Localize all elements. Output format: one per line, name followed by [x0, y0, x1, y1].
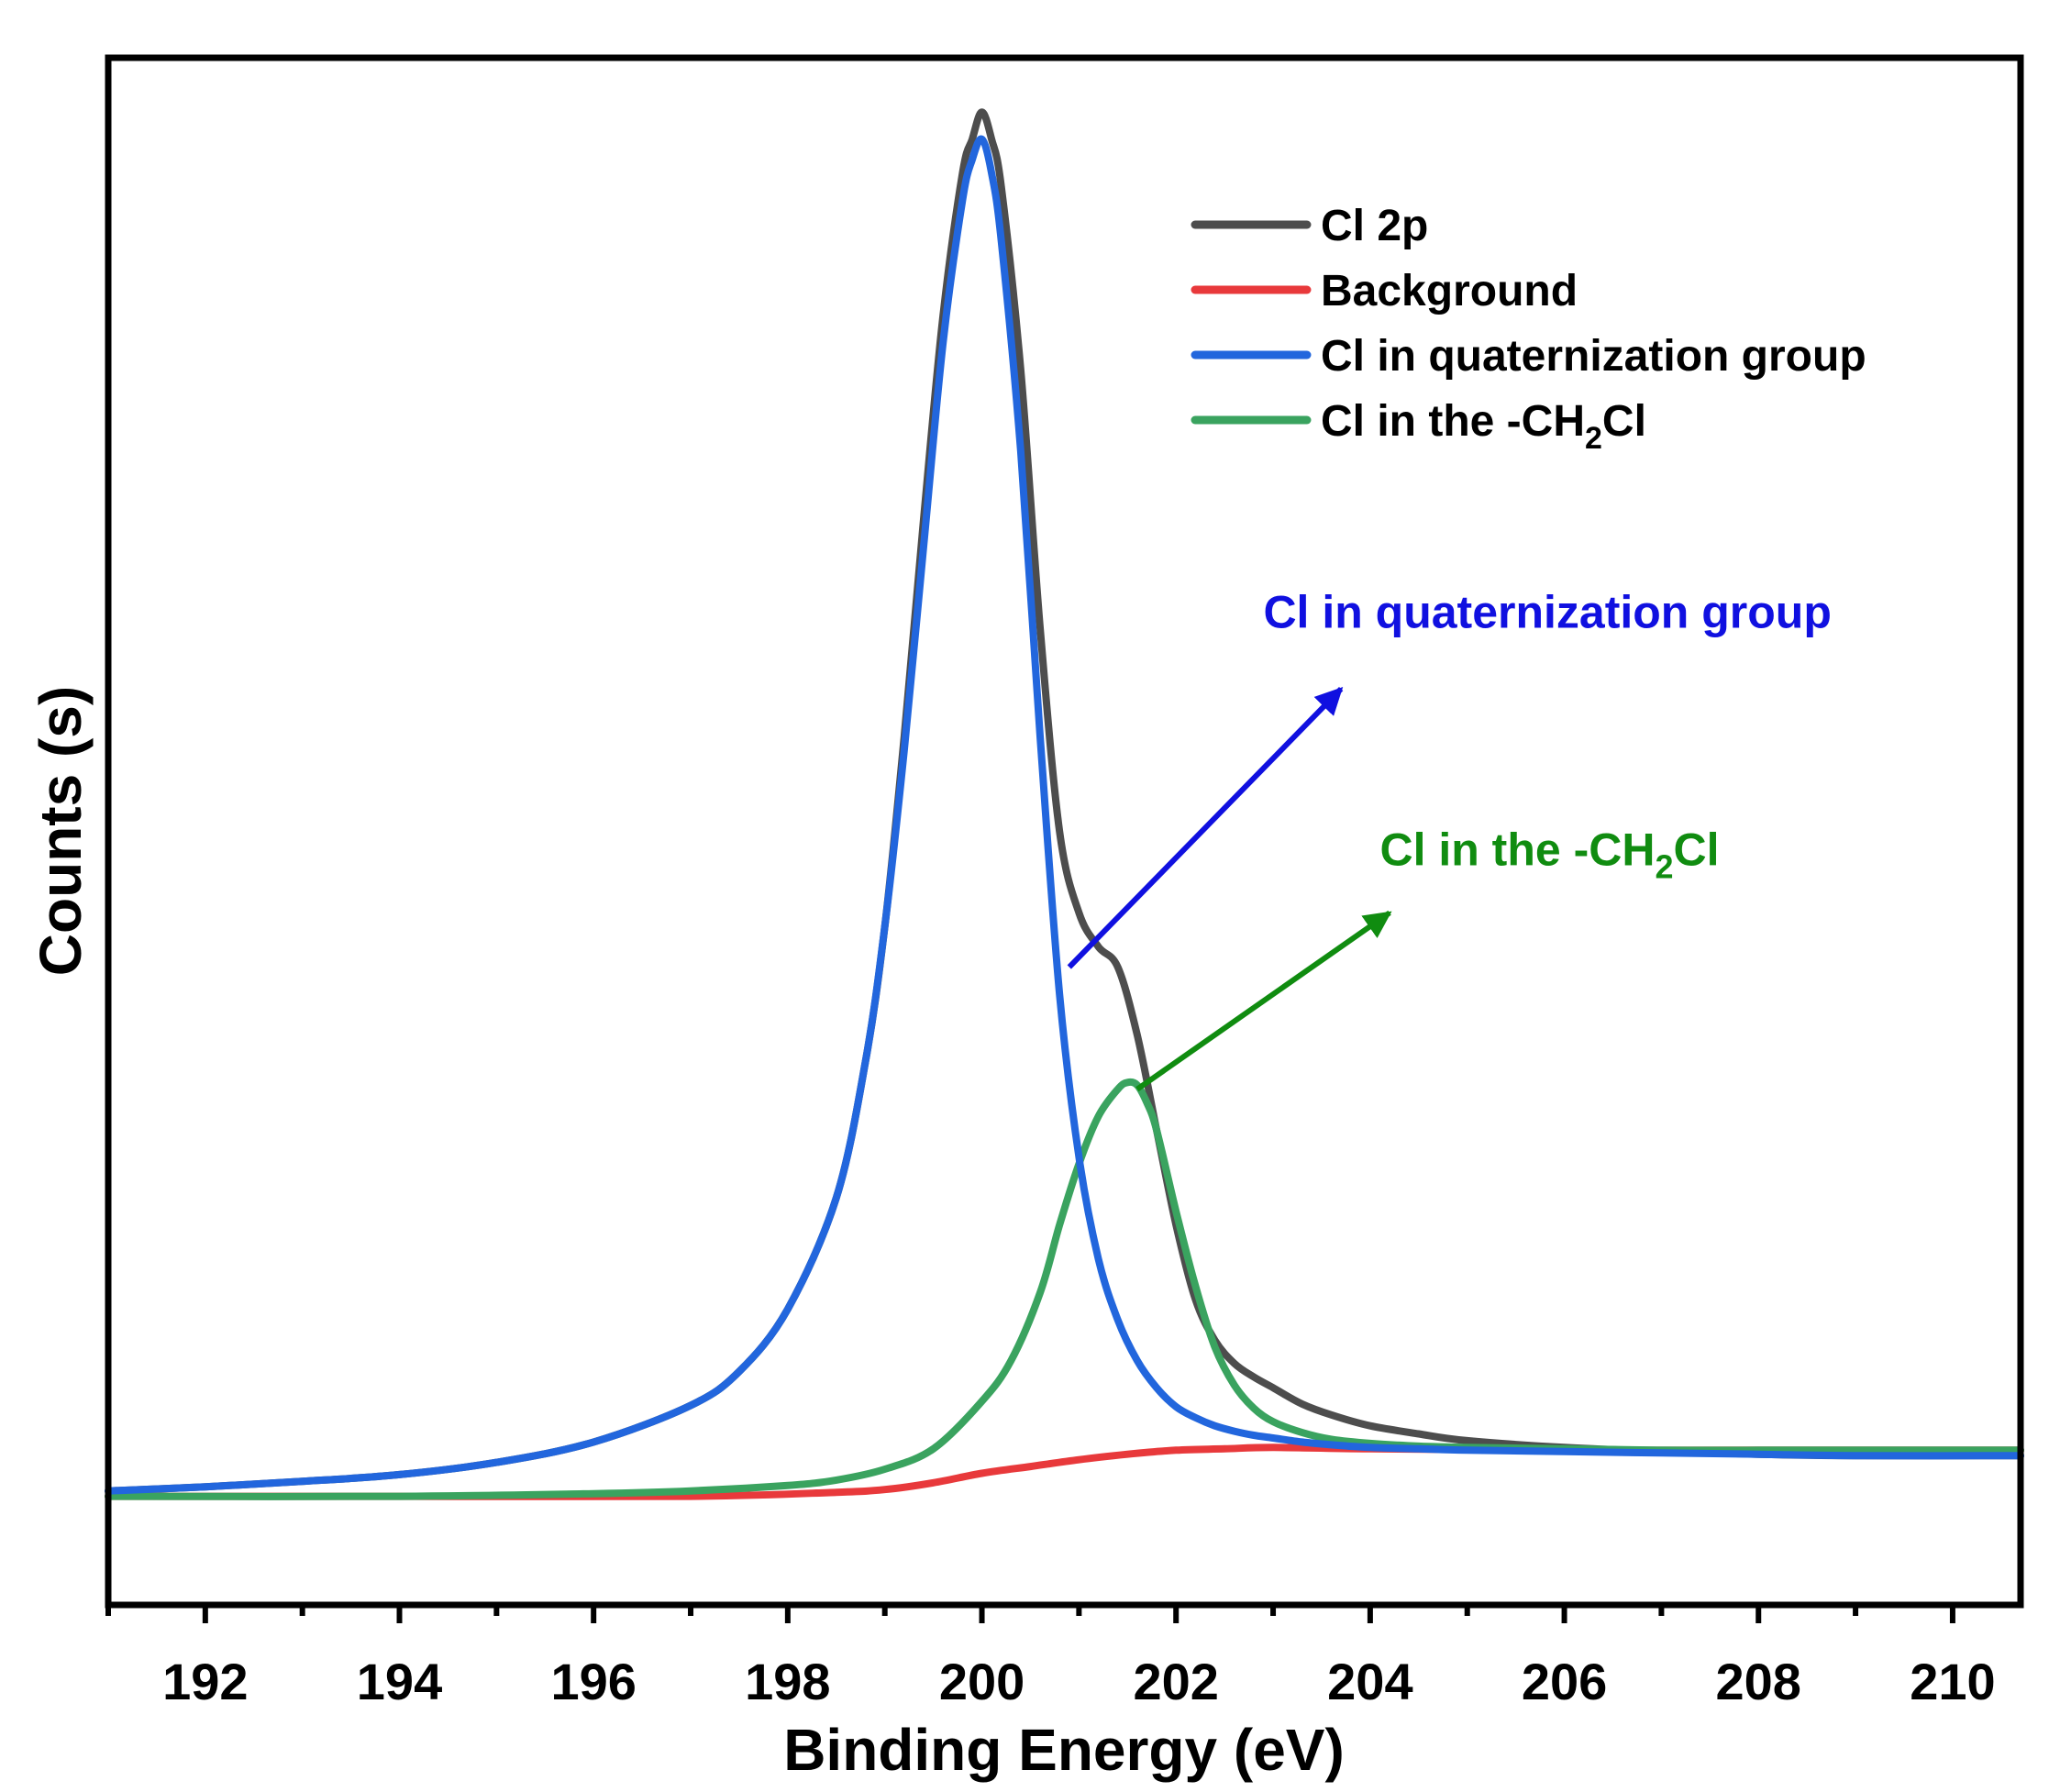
legend-label-cl2p: Cl 2p	[1321, 202, 1428, 250]
x-tick-label-204: 204	[1327, 1653, 1412, 1710]
annotation-arrow-annot_ch2cl	[1135, 910, 1392, 1092]
x-tick-label-208: 208	[1716, 1653, 1801, 1710]
series-line-cl2p	[105, 108, 2024, 1495]
annotation-text-annot_quat: Cl in quaternization group	[1263, 587, 1831, 638]
legend-label-quaternization: Cl in quaternization group	[1321, 332, 1866, 381]
legend: Cl 2p Background Cl in quaternization grou…	[1191, 202, 1866, 456]
x-tick-label-200: 200	[939, 1653, 1024, 1710]
annotation-text-annot_ch2cl: Cl in the -CH2Cl	[1379, 824, 1719, 885]
plot-frame	[105, 54, 2024, 1609]
x-tick-label-206: 206	[1522, 1653, 1607, 1710]
x-tick-label-192: 192	[162, 1653, 248, 1710]
x-axis-ticks: 192 194 196 198 200 202 204 206 208 210	[105, 1605, 1996, 1710]
x-tick-label-196: 196	[550, 1653, 636, 1710]
legend-label-ch2cl: Cl in the -CH2Cl	[1321, 397, 1646, 456]
x-tick-label-202: 202	[1133, 1653, 1218, 1710]
annotations: Cl in quaternization group Cl in the -CH2…	[1067, 587, 1832, 1092]
x-axis-title: Binding Energy (eV)	[783, 1717, 1345, 1783]
y-axis-title: Counts (s)	[28, 686, 94, 976]
annotation-arrow-annot_quat	[1067, 686, 1344, 969]
x-tick-label-194: 194	[357, 1653, 442, 1710]
legend-label-background: Background	[1321, 267, 1578, 315]
series-line-quaternization	[105, 135, 2024, 1495]
series-line-ch2cl	[105, 1078, 2024, 1500]
series-layer	[105, 108, 2024, 1500]
x-tick-label-210: 210	[1910, 1653, 1995, 1710]
x-tick-label-198: 198	[745, 1653, 830, 1710]
